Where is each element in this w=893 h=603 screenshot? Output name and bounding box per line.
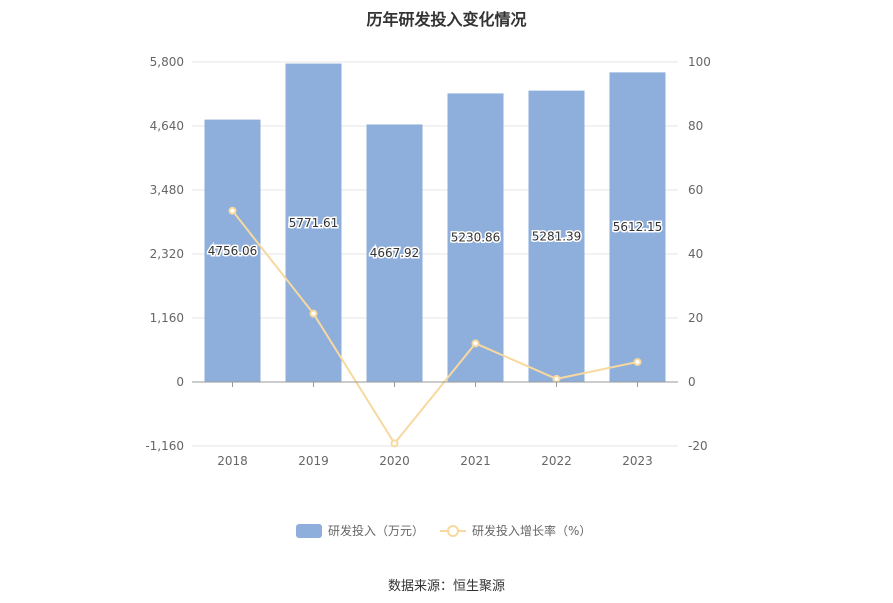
- y-right-tick-label: 100: [688, 55, 711, 69]
- y-right-tick-label: -20: [688, 439, 708, 453]
- line-point: [552, 374, 561, 383]
- label-layer: 4756.06 5771.61 4667.92 5230.86 5281.39 5612.…: [206, 214, 664, 261]
- source-note: 数据来源：恒生聚源: [387, 579, 505, 594]
- data-label: 4756.06: [208, 244, 258, 258]
- data-label: 4667.92: [370, 246, 420, 260]
- y-right-tick-label: 80: [688, 119, 703, 133]
- y-left-tick-label: 0: [176, 375, 184, 389]
- x-tick-label: 2023: [622, 454, 653, 468]
- x-tick-label: 2019: [298, 454, 329, 468]
- bar-layer: [204, 63, 666, 383]
- axis-layer: -1,160 0 1,160 2,320 3,480 4,640 5,800 -20 0 20 40…: [145, 55, 711, 468]
- y-left-tick-label: 1,160: [150, 311, 184, 325]
- legend: 研发投入（万元） 研发投入增长率（%）: [296, 523, 591, 538]
- bar: [447, 93, 504, 383]
- data-label: 5771.61: [289, 216, 339, 230]
- y-right-tick-label: 0: [688, 375, 696, 389]
- chart-title: 历年研发投入变化情况: [366, 10, 527, 29]
- line-point: [390, 439, 399, 448]
- y-left-tick-label: -1,160: [145, 439, 184, 453]
- line-point: [633, 357, 642, 366]
- bar: [609, 72, 666, 382]
- line-point: [228, 206, 237, 215]
- x-tick-label: 2021: [460, 454, 491, 468]
- y-left-tick-label: 2,320: [150, 247, 184, 261]
- x-tick-label: 2020: [379, 454, 410, 468]
- y-left-tick-label: 4,640: [150, 119, 184, 133]
- y-right-tick-label: 20: [688, 311, 703, 325]
- bar: [285, 63, 342, 382]
- legend-label: 研发投入增长率（%）: [472, 523, 591, 538]
- legend-bar-swatch: [296, 524, 322, 538]
- bar: [366, 124, 423, 382]
- y-right-tick-label: 40: [688, 247, 703, 261]
- legend-label: 研发投入（万元）: [328, 523, 424, 538]
- data-label: 5281.39: [532, 229, 582, 243]
- line-layer: [228, 206, 642, 448]
- data-label: 5230.86: [451, 231, 501, 245]
- grid-layer: [192, 61, 678, 447]
- bar: [204, 119, 261, 383]
- data-label: 5612.15: [613, 220, 663, 234]
- bar: [528, 90, 585, 382]
- legend-line-marker: [447, 525, 459, 537]
- y-left-tick-label: 5,800: [150, 55, 184, 69]
- y-right-tick-label: 60: [688, 183, 703, 197]
- x-tick-label: 2018: [217, 454, 248, 468]
- y-left-tick-label: 3,480: [150, 183, 184, 197]
- line-point: [471, 339, 480, 348]
- line-point: [309, 309, 318, 318]
- line-series: [231, 210, 638, 446]
- x-tick-label: 2022: [541, 454, 572, 468]
